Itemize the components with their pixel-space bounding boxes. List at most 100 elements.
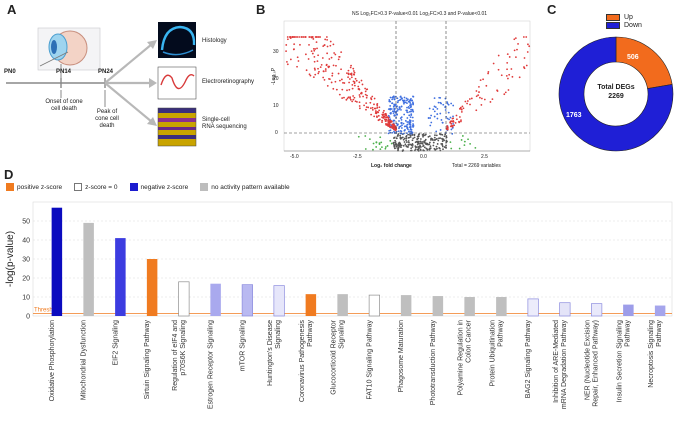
legend-zero-label: z-score = 0 [85, 183, 118, 191]
volcano-point-ns [442, 138, 445, 141]
x-tick-label-12: Phototransduction Pathway [430, 320, 437, 406]
volcano-point-pval [449, 116, 452, 119]
volcano-point-sig [371, 95, 374, 98]
volcano-point-sig [378, 109, 381, 112]
volcano-point-ns [435, 145, 438, 148]
volcano-point-fc [390, 142, 393, 145]
volcano-point-sig [453, 124, 456, 127]
volcano-point-sig [360, 79, 363, 82]
volcano-point-sig [497, 54, 500, 57]
volcano-point-ns [405, 137, 408, 140]
x-tick-label-19: Necroptosis Signaling [648, 320, 655, 388]
volcano-point-sig [513, 38, 516, 41]
volcano-point-pval [439, 96, 442, 99]
volcano-point-pval [409, 101, 412, 104]
volcano-point-pval [391, 102, 393, 105]
volcano-point-ns [421, 133, 424, 136]
volcano-point-ns [397, 133, 400, 135]
volcano-point-ns [393, 147, 396, 150]
volcano-point-pval [391, 96, 394, 99]
volcano-point-sig [292, 36, 294, 38]
volcano-plot [283, 20, 531, 152]
bar-4 [178, 281, 190, 317]
volcano-point-sig [378, 106, 381, 109]
volcano-point-sig [370, 113, 373, 116]
bar-12 [432, 296, 444, 316]
volcano-point-sig [316, 47, 318, 50]
volcano-point-sig [455, 114, 458, 117]
volcano-point-fc [375, 141, 378, 144]
peak-line-1: Peak of [96, 109, 118, 115]
volcano-point-sig [285, 50, 287, 53]
volcano-point-sig [347, 76, 349, 79]
volcano-point-sig [304, 36, 306, 38]
volcano-point-pval [393, 107, 396, 110]
x-tick-label-13: Polyamine Regulation in [458, 320, 465, 396]
volcano-point-sig [446, 126, 449, 128]
volcano-point-ns [398, 144, 401, 147]
volcano-point-sig [313, 67, 316, 70]
bar-1 [83, 222, 94, 316]
volcano-point-sig [299, 43, 301, 46]
bar-11 [400, 295, 412, 316]
volcano-point-pval [407, 130, 410, 133]
bar-6 [241, 284, 253, 317]
volcano-point-pval [430, 114, 433, 117]
volcano-point-sig [369, 101, 372, 104]
volcano-point-ns [399, 134, 402, 137]
volcano-point-sig [384, 116, 386, 119]
panel-a-diagram [6, 22, 197, 147]
volcano-point-sig [483, 98, 486, 101]
x-tick-label-17: Repair, Enhanced Pathway) [593, 320, 600, 407]
volcano-point-sig [327, 65, 330, 68]
volcano-point-pval [439, 112, 442, 115]
legend-down-label: Down [624, 22, 642, 29]
volcano-point-pval [401, 99, 404, 102]
volcano-point-pval [398, 99, 401, 101]
volcano-point-sig [482, 78, 485, 81]
volcano-point-ns [397, 147, 399, 150]
x-tick-label-5: Estrogen Receptor Signaling [208, 320, 215, 409]
volcano-point-sig [393, 128, 396, 131]
volcano-point-sig [314, 68, 316, 71]
volcano-point-sig [387, 118, 390, 121]
volcano-point-pval [394, 104, 396, 107]
volcano-point-ns [430, 138, 432, 140]
volcano-point-ns [410, 147, 413, 150]
volcano-point-sig [475, 95, 478, 98]
volcano-point-sig [376, 102, 379, 105]
volcano-point-pval [406, 106, 408, 109]
volcano-point-sig [355, 79, 358, 82]
legend-no-activity-label: no activity pattern available [211, 183, 290, 191]
volcano-point-ns [435, 138, 438, 141]
volcano-point-sig [286, 38, 289, 41]
volcano-point-pval [432, 108, 435, 111]
volcano-point-pval [405, 97, 408, 100]
x-tick-label-15: BAG2 Signaling Pathway [525, 320, 532, 399]
volcano-point-sig [334, 53, 337, 56]
volcano-point-ns [428, 148, 431, 151]
volcano-point-fc [381, 146, 383, 149]
x-tick-label-4: p70S6K Signaling [180, 320, 187, 376]
volcano-point-sig [525, 64, 528, 67]
volcano-point-pval [390, 108, 393, 110]
volcano-point-pval [387, 132, 390, 135]
volcano-point-ns [416, 148, 419, 151]
volcano-point-ns [400, 146, 402, 149]
volcano-point-pval [389, 112, 392, 115]
volcano-point-pval [396, 108, 399, 110]
volcano-point-sig [381, 119, 384, 122]
legend-zero-swatch [74, 183, 83, 191]
legend-down-swatch [606, 22, 620, 29]
volcano-point-ns [407, 140, 410, 142]
volcano-point-sig [338, 55, 341, 58]
volcano-point-sig [492, 62, 495, 65]
scrnaseq-heatmap-image [157, 107, 197, 147]
pathway-bar-chart: 0 10 20 30 40 50 -log(p-value) Threshold Oxidati… [5, 201, 673, 409]
volcano-point-ns [426, 142, 429, 145]
volcano-point-sig [376, 116, 378, 118]
volcano-point-pval [406, 121, 409, 123]
volcano-point-sig [293, 43, 296, 46]
volcano-point-ns [407, 141, 410, 144]
legend-up: Up [606, 14, 642, 21]
